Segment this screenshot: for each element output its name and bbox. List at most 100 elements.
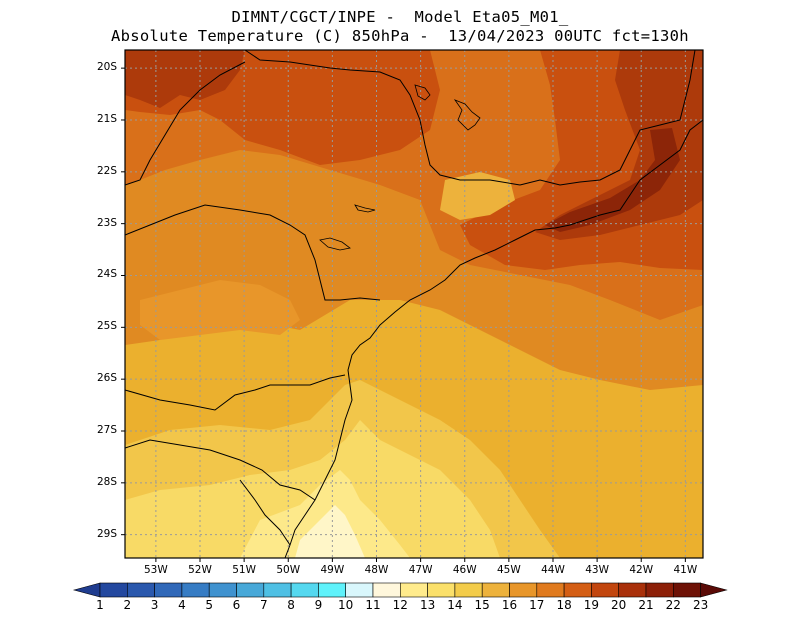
state-border-mg-sp	[244, 50, 521, 186]
lon-label-47W: 47W	[408, 564, 433, 576]
lat-label-22S: 22S	[97, 164, 118, 177]
colorbar-label-3: 3	[150, 598, 159, 612]
colorbar-label-20: 20	[611, 598, 627, 612]
state-border-pr-sc	[125, 374, 346, 411]
lon-label-44W: 44W	[541, 564, 565, 576]
field-zone-22c-east	[545, 128, 680, 232]
map-title-line-2: Absolute Temperature (C) 850hPa - 13/04/…	[111, 27, 689, 45]
colorbar-label-13: 13	[419, 598, 436, 612]
reservoir-jurumirim	[354, 204, 376, 213]
reservoir-tiete	[319, 237, 351, 251]
lon-label-46W: 46W	[452, 564, 477, 576]
colorbar-bin-12	[399, 582, 428, 598]
colorbar-bin-6	[236, 582, 265, 598]
graticule	[125, 50, 703, 558]
reservoir-furnas	[453, 99, 481, 131]
colorbar-bin-2	[127, 582, 155, 598]
temperature-field	[125, 50, 703, 558]
colorbar-label-21: 21	[638, 598, 654, 612]
lon-label-50W: 50W	[276, 564, 301, 576]
field-zone-21c-east	[535, 50, 703, 240]
state-border-mg-rj-es	[519, 50, 696, 186]
state-border-ms-sp	[125, 61, 246, 186]
field-zone-12c-south	[295, 505, 365, 558]
colorbar-bin-18	[563, 582, 592, 598]
colorbar-bin-14	[454, 582, 483, 598]
colorbar-label-18: 18	[556, 598, 572, 612]
colorbar-label-19: 19	[583, 598, 600, 612]
colorbar-bin-16	[509, 582, 538, 598]
map-frame	[124, 49, 704, 559]
colorbar-bin-13	[427, 582, 456, 598]
field-zone-17c-inland	[140, 280, 300, 340]
colorbar-arrow-high	[700, 582, 728, 598]
colorbar-bin-9	[318, 582, 346, 598]
colorbar-label-5: 5	[205, 598, 213, 612]
colorbar-label-23: 23	[692, 598, 709, 612]
lon-label-51W: 51W	[232, 564, 256, 576]
colorbar-label-11: 11	[365, 598, 381, 612]
colorbar-label-6: 6	[232, 598, 241, 612]
colorbar-bin-7	[263, 582, 292, 598]
colorbar-bin-22	[672, 582, 701, 598]
colorbar-bin-5	[208, 582, 237, 598]
lat-label-25S: 25S	[97, 320, 118, 333]
field-zone-17c-spot	[440, 172, 515, 220]
colorbar-label-1: 1	[96, 598, 104, 612]
lat-label-23S: 23S	[97, 216, 118, 229]
field-zone-13c-south	[240, 470, 410, 558]
lon-label-48W: 48W	[364, 564, 389, 576]
colorbar-label-22: 22	[665, 598, 681, 612]
state-border-sp-pr	[125, 204, 381, 301]
colorbar-bin-15	[481, 582, 510, 598]
lat-label-29S: 29S	[97, 527, 118, 540]
lon-label-49W: 49W	[320, 564, 345, 576]
lat-label-27S: 27S	[97, 424, 118, 436]
lon-label-43W: 43W	[585, 564, 609, 576]
coastline	[284, 119, 703, 558]
reservoirs	[319, 84, 481, 251]
colorbar-bin-21	[645, 582, 674, 598]
colorbar-bin-4	[181, 582, 210, 598]
colorbar-bin-3	[154, 582, 183, 598]
state-border-sc-rs	[125, 439, 316, 501]
lon-label-41W: 41W	[673, 564, 698, 576]
colorbar-label-16: 16	[501, 598, 518, 612]
lon-label-53W: 53W	[144, 564, 168, 576]
colorbar-label-2: 2	[123, 598, 132, 612]
colorbar-arrow-low	[72, 582, 101, 598]
colorbar-bin-11	[372, 582, 401, 598]
colorbar-label-15: 15	[474, 598, 490, 612]
lat-label-26S: 26S	[97, 372, 118, 385]
colorbar-bin-19	[591, 582, 620, 598]
colorbar-label-17: 17	[529, 598, 545, 612]
lat-label-24S: 24S	[97, 268, 118, 281]
field-zone-21c-northwest	[125, 50, 245, 108]
colorbar-label-12: 12	[392, 598, 408, 612]
colorbar	[72, 582, 728, 598]
lat-label-28S: 28S	[97, 475, 118, 488]
colorbar-bin-20	[618, 582, 647, 598]
colorbar-bin-10	[345, 582, 374, 598]
lat-label-21S: 21S	[97, 112, 118, 125]
colorbar-bin-17	[536, 582, 565, 598]
colorbar-label-9: 9	[314, 598, 323, 612]
lon-label-52W: 52W	[188, 564, 212, 576]
colorbar-label-14: 14	[447, 598, 463, 612]
lon-label-45W: 45W	[496, 564, 521, 576]
colorbar-bin-1	[99, 582, 128, 598]
borders	[125, 50, 703, 558]
colorbar-label-8: 8	[287, 598, 295, 612]
reservoir-paranapanema	[414, 84, 431, 101]
map-title-line-1: DIMNT/CGCT/INPE - Model Eta05_M01_	[231, 8, 569, 26]
lat-label-20S: 20S	[97, 61, 118, 74]
colorbar-label-7: 7	[259, 598, 268, 612]
colorbar-label-10: 10	[338, 598, 354, 612]
axis-ticks	[121, 67, 686, 562]
colorbar-label-4: 4	[178, 598, 186, 612]
state-border-rs-west	[239, 479, 291, 546]
colorbar-bin-8	[290, 582, 319, 598]
field-zone-14c-south	[125, 420, 500, 558]
lon-label-42W: 42W	[629, 564, 654, 576]
